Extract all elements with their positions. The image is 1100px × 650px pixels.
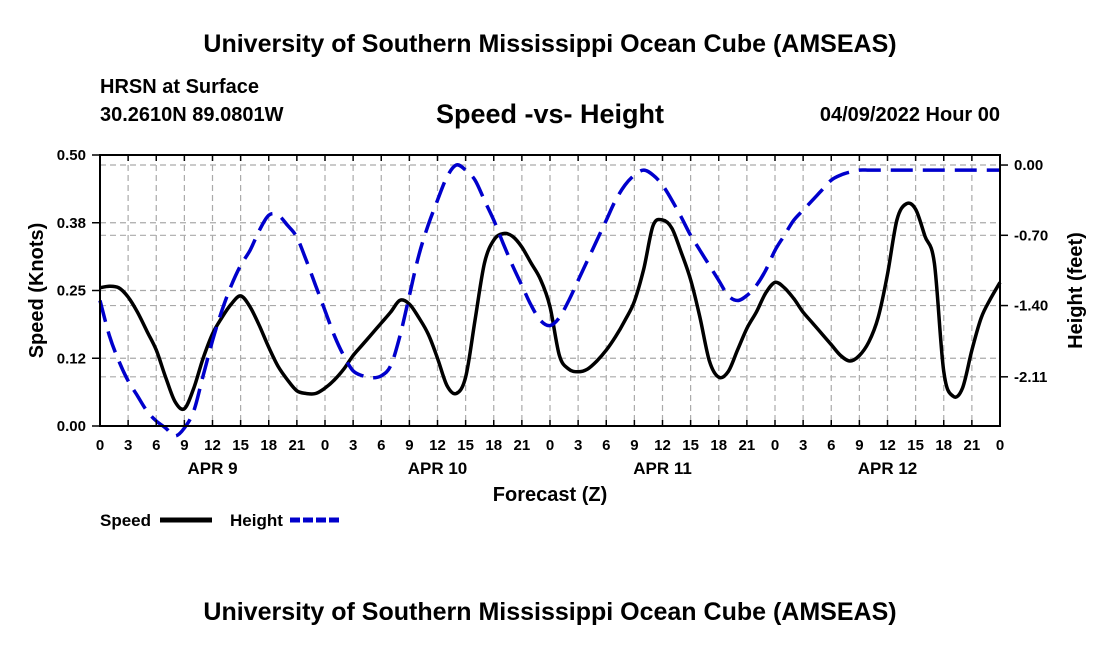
x-tick-label: 15 (232, 437, 249, 454)
x-tick-label: 15 (907, 437, 924, 454)
legend: Speed Height (100, 511, 342, 530)
x-tick-label: 12 (654, 437, 671, 454)
footer-title: University of Southern Mississippi Ocean… (203, 598, 897, 626)
x-tick-label: 21 (964, 437, 981, 454)
x-tick-label: 9 (405, 437, 413, 454)
x-tick-label: 9 (180, 437, 188, 454)
x-tick-label: 12 (204, 437, 221, 454)
legend-label-height: Height (230, 511, 283, 530)
y2-tick-label: -0.70 (1014, 227, 1048, 244)
day-label: APR 9 (187, 459, 237, 478)
y-tick-label: 0.25 (57, 283, 86, 300)
x-tick-label: 0 (771, 437, 779, 454)
x-tick-label: 18 (260, 437, 277, 454)
y2-axis-label: Height (feet) (1065, 232, 1087, 349)
x-tick-label: 3 (799, 437, 807, 454)
x-tick-label: 21 (514, 437, 531, 454)
x-tick-label: 6 (377, 437, 385, 454)
y2-tick-label: 0.00 (1014, 157, 1043, 174)
x-tick-label: 0 (546, 437, 554, 454)
y-tick-label: 0.38 (57, 215, 86, 232)
x-tick-label: 21 (739, 437, 756, 454)
x-tick-label: 3 (124, 437, 132, 454)
day-label: APR 11 (633, 459, 692, 478)
chart-title: Speed -vs- Height (435, 99, 665, 129)
height-series-line (98, 163, 1000, 438)
grid (100, 155, 1000, 426)
station-label: HRSN at Surface (100, 76, 259, 98)
x-tick-label: 9 (630, 437, 638, 454)
series-layer (98, 163, 1002, 438)
forecast-date: 04/09/2022 Hour 00 (819, 104, 1000, 126)
y-tick-label: 0.50 (57, 147, 86, 164)
x-tick-label: 15 (457, 437, 474, 454)
main-title: University of Southern Mississippi Ocean… (203, 30, 897, 58)
x-tick-label: 18 (710, 437, 727, 454)
x-tick-label: 0 (996, 437, 1004, 454)
tick-layer: 0 3 6 9 12 15 18 21 0 3 6 9 12 15 18 21 0 3 6 9 12 15 18 21 0 3 6 9… (57, 147, 1048, 478)
x-tick-label: 15 (682, 437, 699, 454)
y-tick-label: 0.00 (57, 418, 86, 435)
speed-series-line (99, 201, 1002, 411)
x-tick-label: 18 (935, 437, 952, 454)
x-tick-label: 9 (855, 437, 863, 454)
y-axis-label: Speed (Knots) (26, 223, 48, 359)
day-label: APR 10 (408, 459, 468, 478)
day-label: APR 12 (858, 459, 918, 478)
coordinates-label: 30.2610N 89.0801W (100, 104, 284, 126)
x-tick-label: 12 (429, 437, 446, 454)
y2-tick-label: -1.40 (1014, 298, 1048, 315)
legend-label-speed: Speed (100, 511, 151, 530)
x-tick-label: 6 (602, 437, 610, 454)
x-axis-label: Forecast (Z) (493, 484, 607, 506)
x-tick-label: 21 (289, 437, 306, 454)
x-tick-label: 18 (485, 437, 502, 454)
x-tick-label: 6 (152, 437, 160, 454)
x-tick-label: 3 (349, 437, 357, 454)
x-tick-label: 0 (96, 437, 104, 454)
x-tick-label: 6 (827, 437, 835, 454)
x-tick-label: 3 (574, 437, 582, 454)
x-tick-label: 0 (321, 437, 329, 454)
y-tick-label: 0.12 (57, 350, 86, 367)
y2-tick-label: -2.11 (1014, 369, 1047, 386)
x-tick-label: 12 (879, 437, 896, 454)
